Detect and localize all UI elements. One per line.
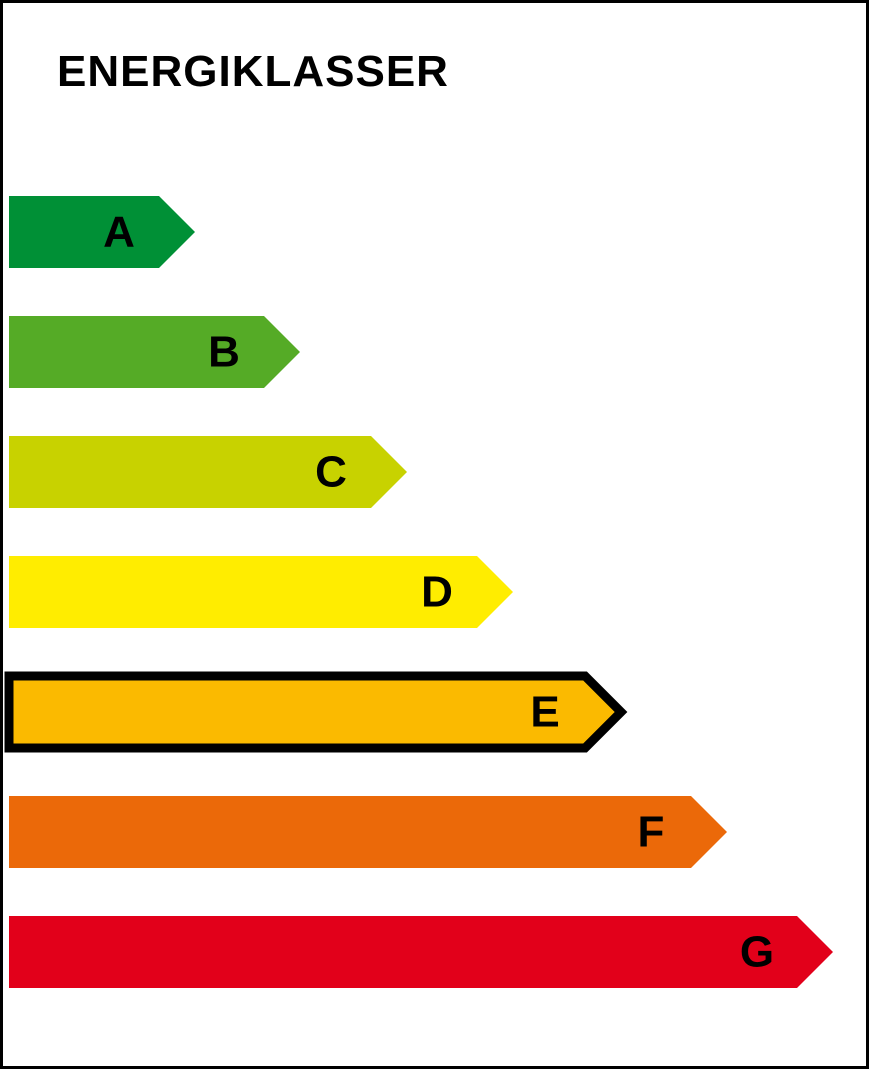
energy-arrow-label-g: G [740,928,774,977]
energy-arrow-label-e: E [530,688,559,737]
energy-arrow-label-c: C [315,448,347,497]
energy-arrow-label-a: A [103,208,135,257]
energy-arrow-label-d: D [421,568,453,617]
energy-arrow-b [9,316,300,388]
energy-arrow-c [9,436,407,508]
energy-label-frame: ENERGIKLASSER ABCDEFG [0,0,869,1069]
energy-arrow-g [9,916,833,988]
energy-arrow-a [9,196,195,268]
energy-arrow-label-b: B [208,328,240,377]
energy-arrow-f [9,796,727,868]
energy-arrow-label-f: F [638,808,665,857]
energy-arrow-e [9,676,621,748]
energy-arrows-svg: A B C D E F G [3,3,866,1066]
